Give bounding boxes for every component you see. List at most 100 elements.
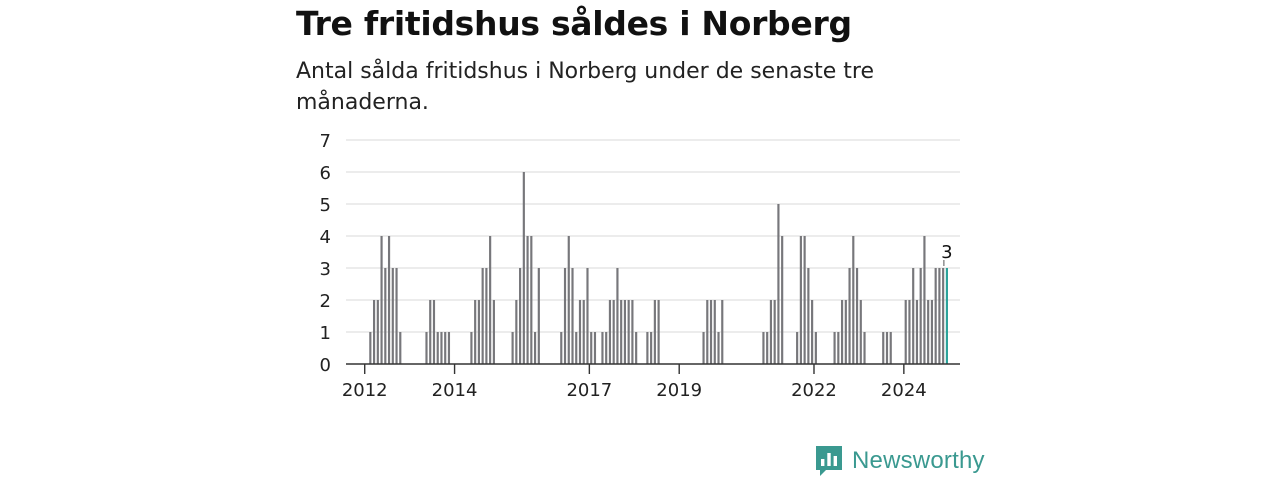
bar (653, 300, 656, 364)
bar (571, 268, 574, 364)
bar (560, 332, 563, 364)
bar (811, 300, 814, 364)
bar (470, 332, 473, 364)
bar (635, 332, 638, 364)
bar (590, 332, 593, 364)
bar (432, 300, 436, 364)
bar (429, 300, 432, 364)
bar (863, 332, 866, 364)
y-tick-label: 0 (320, 355, 331, 376)
bar (380, 236, 383, 364)
bar (519, 268, 522, 364)
data-label: 3 (941, 242, 952, 263)
bar (474, 300, 477, 364)
bar (796, 332, 799, 364)
bar (511, 332, 514, 364)
data-labels: 3 (941, 242, 953, 266)
bar (582, 300, 585, 364)
newsworthy-logo-icon (816, 446, 842, 476)
bar (608, 300, 612, 364)
bar (930, 300, 934, 364)
bar (848, 268, 851, 364)
bar (650, 332, 653, 364)
bar (713, 300, 716, 364)
bar (489, 236, 492, 364)
bar (616, 268, 619, 364)
bar (904, 300, 907, 364)
brand-name: Newsworthy (852, 447, 985, 474)
bar (885, 332, 889, 364)
bar-highlighted (945, 268, 948, 364)
bar (769, 300, 773, 364)
bar (942, 268, 945, 364)
bar (855, 268, 859, 364)
bar (627, 300, 630, 364)
bar (436, 332, 439, 364)
bar (384, 268, 387, 364)
bar (837, 332, 840, 364)
x-tick-label: 2017 (566, 380, 612, 401)
bar (533, 332, 537, 364)
bar (372, 300, 376, 364)
bar (477, 300, 480, 364)
y-tick-label: 6 (320, 163, 331, 184)
bar (859, 300, 862, 364)
chart-title: Tre fritidshus såldes i Norberg (296, 4, 852, 43)
bar (844, 300, 847, 364)
bar (773, 300, 776, 364)
y-axis: 0 1 2 3 4 5 6 7 (320, 131, 331, 376)
bar (781, 236, 784, 364)
bar (387, 236, 391, 364)
bar (927, 300, 930, 364)
bar (395, 268, 398, 364)
y-tick-label: 3 (320, 259, 331, 280)
bar (537, 268, 540, 364)
bar (852, 236, 855, 364)
bar (399, 332, 402, 364)
bar (840, 300, 844, 364)
bar (912, 268, 915, 364)
bar (369, 332, 372, 364)
bar (522, 172, 525, 364)
bar (919, 268, 922, 364)
bar (934, 268, 937, 364)
y-tick-label: 4 (320, 227, 331, 248)
bar (612, 300, 615, 364)
bar (908, 300, 911, 364)
x-tick-label: 2022 (791, 380, 837, 401)
y-tick-label: 7 (320, 131, 331, 152)
bar (777, 204, 780, 364)
bar (620, 300, 623, 364)
x-axis: 2012 2014 2017 2019 2022 2024 (342, 363, 960, 401)
bar (563, 268, 567, 364)
bar (492, 300, 495, 364)
bar (440, 332, 443, 364)
y-tick-label: 5 (320, 195, 331, 216)
bar (702, 332, 705, 364)
bar (882, 332, 885, 364)
newsworthy-logo[interactable]: Newsworthy (814, 444, 985, 478)
bar (657, 300, 660, 364)
bar (515, 300, 518, 364)
bar (481, 268, 484, 364)
bar (485, 268, 488, 364)
bar (447, 332, 451, 364)
bar (567, 236, 570, 364)
bar (575, 332, 578, 364)
chart-grid (346, 139, 960, 333)
bar (601, 332, 604, 364)
bar (376, 300, 379, 364)
bar (803, 236, 806, 364)
y-tick-label: 2 (320, 291, 331, 312)
bar (593, 332, 597, 364)
bar (526, 236, 529, 364)
bar (721, 300, 724, 364)
bar (923, 236, 926, 364)
bar (605, 332, 608, 364)
x-tick-label: 2024 (881, 380, 927, 401)
bar (425, 332, 428, 364)
bar (444, 332, 447, 364)
bar (717, 332, 720, 364)
bar (766, 332, 769, 364)
